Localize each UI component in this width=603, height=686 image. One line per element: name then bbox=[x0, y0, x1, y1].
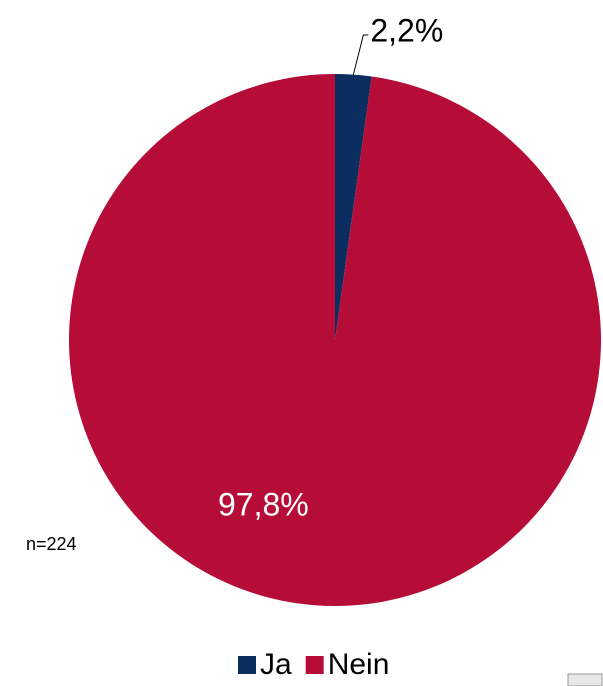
leader-line bbox=[352, 34, 369, 75]
legend-swatch bbox=[238, 656, 256, 674]
legend-swatch bbox=[305, 656, 324, 674]
data-label: 2,2% bbox=[370, 12, 443, 48]
logo bbox=[567, 673, 603, 686]
pie-slice bbox=[335, 74, 372, 340]
legend-label: Ja bbox=[260, 648, 292, 681]
legend-label: Nein bbox=[328, 648, 390, 681]
data-label: 97,8% bbox=[218, 486, 309, 522]
annotation: n=224 bbox=[26, 534, 77, 554]
pie-slice bbox=[68, 74, 601, 606]
